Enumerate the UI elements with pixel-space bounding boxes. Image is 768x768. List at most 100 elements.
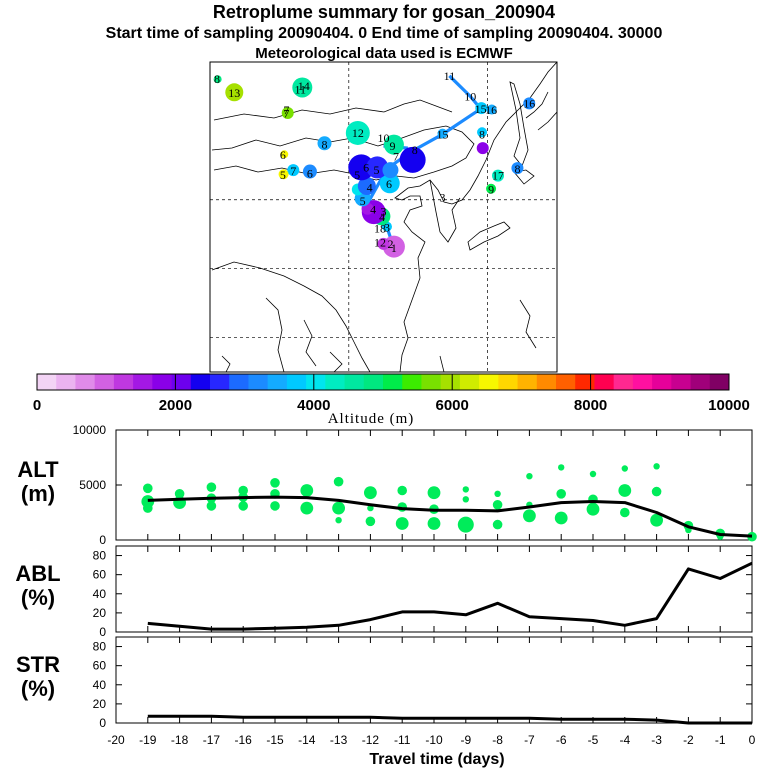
particle-cluster-point (332, 501, 345, 515)
plume-marker (317, 136, 332, 151)
y-axis-label: STR (16, 652, 60, 677)
trajectory-day-label: 5 (354, 168, 360, 182)
colorbar-segment (75, 374, 96, 390)
x-tick-label: -14 (298, 733, 316, 747)
trajectory-day-label: 9 (488, 182, 494, 196)
particle-cluster-point (143, 503, 153, 513)
particle-cluster-point (651, 486, 662, 497)
x-tick-label: -17 (203, 733, 221, 747)
colorbar-tick-label: 8000 (574, 397, 607, 414)
colorbar-segment (190, 374, 211, 390)
colorbar-segment (479, 374, 499, 390)
plume-marker (476, 142, 489, 155)
x-tick-label: -11 (394, 733, 411, 747)
particle-cluster-point (174, 489, 185, 499)
trajectory-day-label: 18 (374, 222, 386, 236)
particle-cluster-point (300, 501, 314, 515)
x-tick-label: -6 (556, 733, 567, 747)
colorbar-segment (306, 374, 326, 390)
trajectory-day-label: 13 (228, 86, 240, 100)
x-tick-label: -1 (715, 733, 726, 747)
plume-marker (383, 134, 404, 155)
y-tick-label: 5000 (79, 478, 106, 492)
particle-cluster-point (653, 463, 660, 470)
trajectory-day-label: 7 (283, 107, 289, 121)
colorbar-segment (152, 374, 172, 390)
plume-marker (281, 106, 294, 119)
colorbar-segment (171, 374, 192, 390)
colorbar-segment (517, 374, 538, 390)
colorbar-segment (690, 374, 711, 390)
colorbar-segment (575, 374, 595, 390)
y-axis-label: (%) (21, 585, 55, 610)
plume-marker (486, 183, 497, 194)
colorbar-tick-label: 2000 (159, 397, 192, 414)
trajectory-day-label: 12 (352, 126, 364, 140)
panel-abl: 80 60 40 20 0 ABL(%) (15, 545, 753, 639)
particle-cluster-point (238, 485, 248, 496)
trajectory-day-label: 5 (360, 194, 366, 208)
trajectory-day-label: 16 (523, 96, 535, 110)
trajectory-day-label: 10 (378, 131, 390, 145)
colorbar-segment (459, 374, 480, 390)
series-line (147, 495, 753, 538)
map-gridlines (210, 62, 557, 372)
trajectory-day-label: 11 (444, 69, 456, 83)
x-tick-label: -9 (460, 733, 471, 747)
colorbar-segment (556, 374, 576, 390)
particle-cluster-point (457, 516, 474, 533)
colorbar-label: Altitude (m) (328, 411, 415, 427)
plume-marker (225, 83, 244, 102)
trajectory-day-label: 6 (280, 148, 286, 162)
colorbar-segment (671, 374, 691, 390)
plume-marker (348, 154, 375, 181)
y-tick-label: 10000 (73, 423, 107, 437)
time-series-panels: 1000050000ALT(m)806040200ABL(%)806040200… (15, 423, 757, 768)
particle-cluster-point (620, 507, 630, 518)
trajectory-day-label: 9 (390, 139, 396, 153)
trajectory-day-label: 7 (283, 103, 289, 117)
trajectory-day-label: 17 (492, 169, 504, 183)
particle-cluster-point (364, 486, 377, 500)
plume-marker (345, 120, 370, 145)
x-tick-label: -13 (330, 733, 348, 747)
trajectory-day-label: 2 (387, 237, 393, 251)
y-tick-label: 0 (99, 625, 106, 639)
plume-marker (377, 237, 390, 250)
plume-marker (382, 162, 399, 179)
colorbar-segment (536, 374, 557, 390)
trajectory-day-label: 7 (290, 164, 296, 178)
trajectory-day-label: 6 (363, 160, 369, 174)
y-tick-label: 80 (93, 549, 107, 563)
x-tick-label: -2 (683, 733, 694, 747)
particle-cluster-point (143, 483, 153, 494)
particle-cluster-point (397, 485, 408, 496)
particle-cluster-point (395, 517, 409, 530)
trajectory-day-label: 5 (280, 168, 286, 182)
colorbar-segment (402, 374, 422, 390)
particle-cluster-point (270, 501, 280, 511)
met-data-line: Meteorological data used is ECMWF (255, 45, 513, 62)
x-tick-label: -10 (425, 733, 443, 747)
y-tick-label: 60 (93, 659, 107, 673)
particle-cluster-point (526, 473, 533, 480)
colorbar-tick-label: 6000 (436, 397, 469, 414)
sampling-times-line: Start time of sampling 20090404. 0 End t… (105, 25, 663, 42)
colorbar-segment (94, 374, 115, 390)
trajectory-day-label: 15 (475, 102, 487, 116)
particle-cluster-point (650, 513, 663, 527)
colorbar-segment (344, 374, 365, 390)
trajectory-day-label: 12 (374, 235, 386, 249)
colorbar-segment (325, 374, 345, 390)
x-axis-label: Travel time (days) (369, 751, 504, 768)
altitude-colorbar: 0 2000 4000 6000 8000 10000 (33, 373, 750, 414)
y-tick-label: 20 (93, 697, 107, 711)
particle-cluster-point (523, 509, 536, 523)
trajectory-day-label: 8 (214, 72, 220, 86)
trajectory-day-label: 5 (374, 163, 380, 177)
trajectory-day-label: 8 (514, 162, 520, 176)
chart-title: Retroplume summary for gosan_200904 (212, 2, 556, 22)
colorbar-outline (36, 373, 730, 391)
particle-cluster-point (335, 517, 342, 524)
